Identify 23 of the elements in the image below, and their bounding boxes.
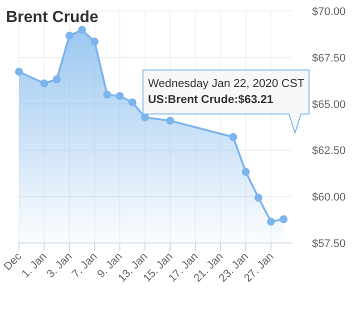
- point: [267, 218, 275, 226]
- point: [280, 215, 288, 224]
- point: [65, 32, 74, 40]
- point: [40, 79, 48, 88]
- y-tick-label: $62.50: [312, 145, 346, 158]
- y-tick-label: $60.00: [312, 192, 346, 204]
- point: [52, 75, 61, 84]
- y-tick-label: $67.50: [312, 52, 346, 64]
- annotation: Wednesday Jan 22, 2020 CST US:Brent Crude:$63.21: [148, 78, 304, 106]
- point: [229, 133, 238, 142]
- y-tick-label: $57.50: [312, 238, 346, 250]
- point: [103, 90, 112, 99]
- chart-title: Brent Crude: [6, 9, 99, 26]
- y-tick-label: $65.00: [312, 98, 346, 111]
- point: [116, 92, 124, 100]
- point: [90, 38, 99, 46]
- point: [128, 98, 136, 106]
- point: [166, 116, 174, 125]
- point: [254, 194, 262, 202]
- point: [15, 68, 23, 76]
- point: [78, 26, 86, 34]
- point: [242, 168, 250, 176]
- y-tick-label: $70.00: [312, 6, 346, 18]
